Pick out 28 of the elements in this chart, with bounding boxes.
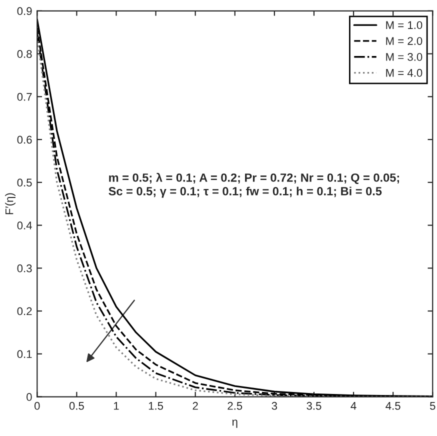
x-tick-label: 3.5 <box>306 402 322 410</box>
y-tick-label: 0.6 <box>17 136 32 144</box>
y-tick-label: 0.1 <box>17 350 32 358</box>
y-tick-label: 0.8 <box>17 50 32 58</box>
legend-label: M = 2.0 <box>386 37 422 45</box>
x-tick-label: 4 <box>350 402 356 410</box>
x-axis-title: η <box>232 420 238 428</box>
y-tick-label: 0 <box>26 393 32 401</box>
x-tick-label: 2 <box>192 402 198 410</box>
x-tick-label: 2.5 <box>228 402 242 410</box>
x-tick-label: 5 <box>430 402 436 410</box>
x-tick-label: 3 <box>272 402 278 410</box>
legend-label: M = 4.0 <box>386 68 422 77</box>
x-tick-label: 4.5 <box>386 402 400 410</box>
x-tick-label: 1.5 <box>148 402 164 410</box>
y-tick-label: 0.3 <box>17 264 32 272</box>
x-tick-label: 0.5 <box>69 402 84 410</box>
x-tick-label: 0 <box>34 402 40 410</box>
legend-label: M = 1.0 <box>386 21 422 30</box>
y-tick-label: 0.4 <box>17 222 32 230</box>
y-axis-title: F′(η) <box>5 193 16 214</box>
y-tick-label: 0.9 <box>17 7 32 16</box>
annotation: m = 0.5; λ = 0.1; A = 0.2; Pr = 0.72; Nr = 0.1; Q = 0.05; Sc = 0.5; γ = 0.1; τ = 0.1; fw = 0.1; h = 0.1; Bi = 0.5 <box>108 172 399 198</box>
y-tick-label: 0.5 <box>17 178 32 187</box>
y-tick-label: 0.2 <box>17 307 32 316</box>
legend-label: M = 3.0 <box>386 53 422 61</box>
x-tick-label: 1 <box>114 402 119 410</box>
y-tick-label: 0.7 <box>17 92 32 101</box>
